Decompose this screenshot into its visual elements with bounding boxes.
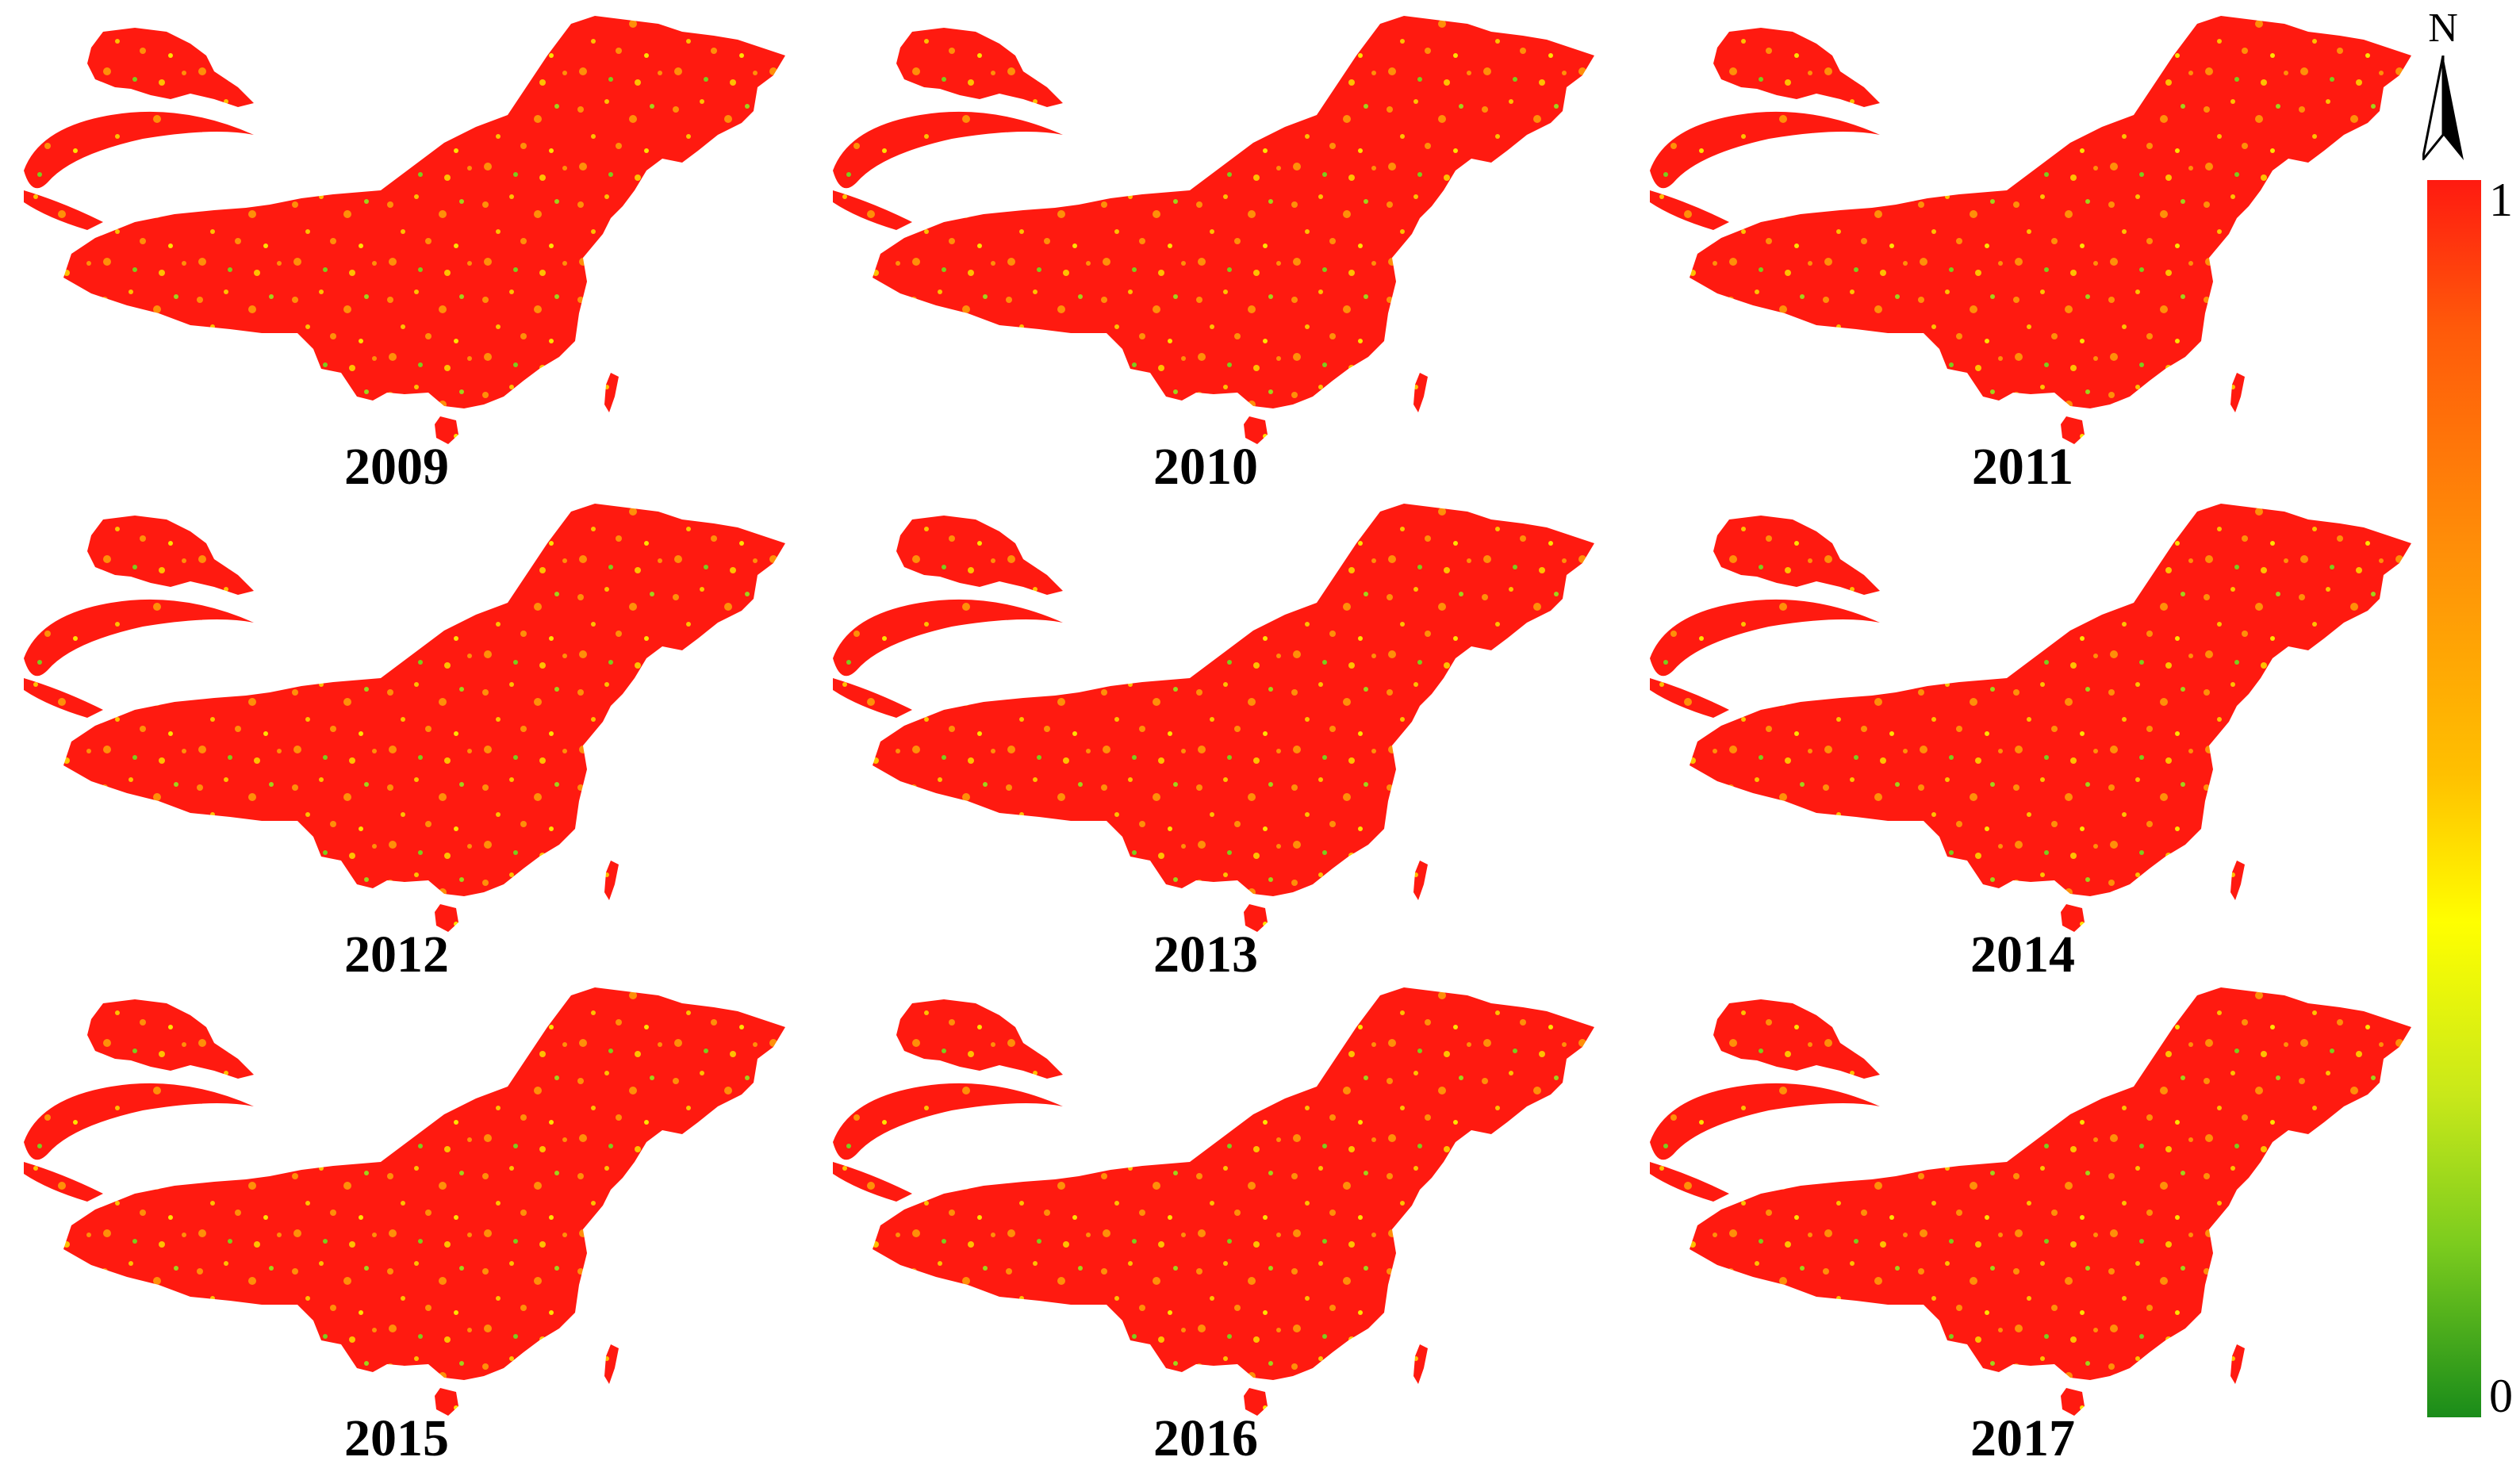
year-label-2009: 2009 xyxy=(344,438,449,496)
china-map-2014 xyxy=(1650,504,2411,932)
year-label-2012: 2012 xyxy=(344,926,449,983)
north-label: N xyxy=(2428,6,2458,51)
china-map-2015 xyxy=(24,987,785,1416)
china-map-2011 xyxy=(1650,16,2411,444)
map-panel-2014: 2014 xyxy=(1626,488,2419,983)
china-region-fill xyxy=(24,987,785,1416)
year-label-2014: 2014 xyxy=(1970,926,2075,983)
china-map-2017 xyxy=(1650,987,2411,1416)
year-label-2013: 2013 xyxy=(1153,926,1258,983)
china-map-2010 xyxy=(833,16,1594,444)
map-panel-2011: 2011 xyxy=(1626,0,2419,496)
map-panel-2012: 2012 xyxy=(0,488,793,983)
china-region-fill xyxy=(833,987,1594,1416)
china-region-fill xyxy=(833,16,1594,444)
china-map-2012 xyxy=(24,504,785,932)
north-arrow-icon xyxy=(2422,56,2464,160)
legend-colorbar xyxy=(2427,180,2481,1417)
year-label-2016: 2016 xyxy=(1153,1409,1258,1467)
china-region-fill xyxy=(833,504,1594,932)
map-panel-2017: 2017 xyxy=(1626,972,2419,1467)
map-panel-2016: 2016 xyxy=(809,972,1602,1467)
year-label-2010: 2010 xyxy=(1153,438,1258,496)
year-label-2015: 2015 xyxy=(344,1409,449,1467)
year-label-2017: 2017 xyxy=(1970,1409,2075,1467)
china-map-2009 xyxy=(24,16,785,444)
north-arrow: N xyxy=(2419,8,2467,167)
china-region-fill xyxy=(24,16,785,444)
year-label-2011: 2011 xyxy=(1971,438,2074,496)
legend-min-label: 0 xyxy=(2489,1370,2513,1422)
map-panel-2009: 2009 xyxy=(0,0,793,496)
map-panel-2015: 2015 xyxy=(0,972,793,1467)
map-panel-2013: 2013 xyxy=(809,488,1602,983)
china-map-2013 xyxy=(833,504,1594,932)
china-region-fill xyxy=(1650,987,2411,1416)
legend-max-label: 1 xyxy=(2489,174,2513,226)
china-region-fill xyxy=(24,504,785,932)
china-map-2016 xyxy=(833,987,1594,1416)
china-region-fill xyxy=(1650,16,2411,444)
china-region-fill xyxy=(1650,504,2411,932)
map-panel-2010: 2010 xyxy=(809,0,1602,496)
